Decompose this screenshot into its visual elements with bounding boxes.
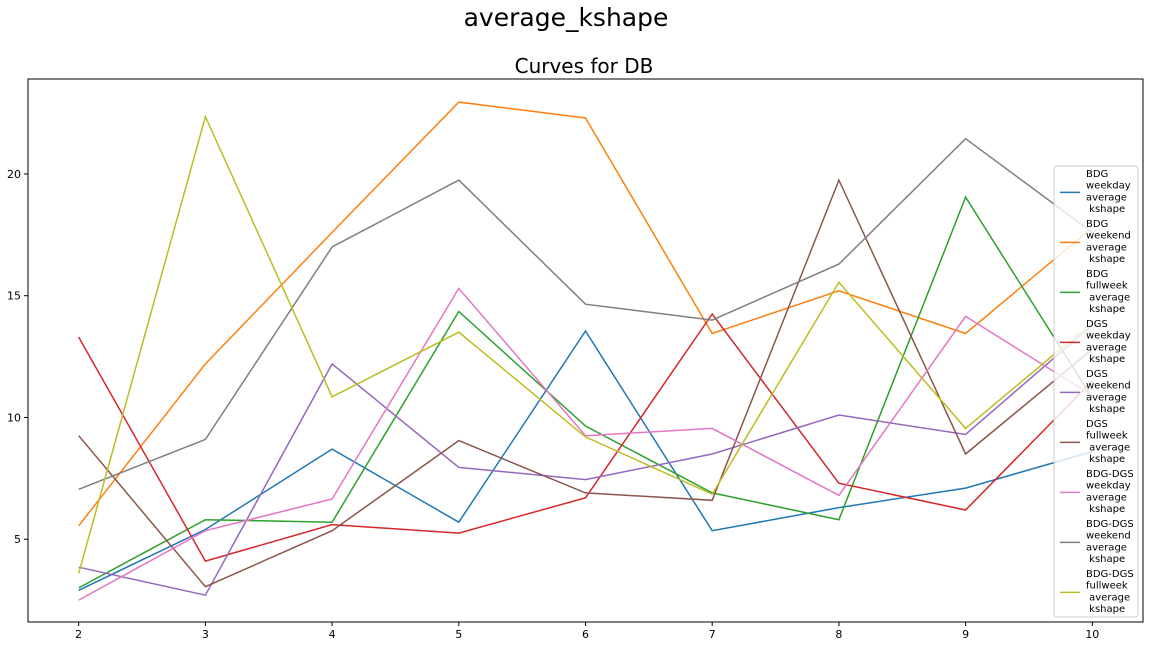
plot-frame	[27, 78, 1144, 623]
series-line-5	[78, 324, 1093, 597]
legend-label: BDG weekday average kshape	[1086, 169, 1131, 215]
legend-label: BDG-DGS fullweek average kshape	[1086, 569, 1134, 615]
legend-label: BDG-DGS weekday average kshape	[1086, 469, 1134, 515]
x-tick-label: 7	[709, 628, 716, 641]
x-tick-label: 6	[582, 628, 589, 641]
x-tick-label: 4	[329, 628, 336, 641]
y-tick-label: 10	[7, 411, 21, 424]
series-line-9	[77, 114, 1093, 574]
x-tick-label: 8	[835, 628, 842, 641]
legend-label: DGS weekend average kshape	[1086, 369, 1131, 415]
chart-suptitle: average_kshape	[464, 3, 669, 32]
x-tick-label: 3	[202, 628, 209, 641]
chart-title: Curves for DB	[515, 54, 654, 78]
series-line-2	[78, 101, 1093, 527]
series-line-4	[78, 312, 1093, 562]
legend-label: DGS fullweek average kshape	[1086, 419, 1130, 465]
y-tick-label: 15	[7, 290, 21, 303]
x-tick-label: 10	[1085, 628, 1099, 641]
x-tick-label: 9	[962, 628, 969, 641]
series-line-3	[78, 195, 1093, 589]
x-tick-label: 2	[75, 628, 82, 641]
y-tick-label: 20	[7, 168, 21, 181]
y-tick-label: 5	[14, 533, 21, 546]
legend-box	[1053, 165, 1139, 618]
x-tick-label: 5	[455, 628, 462, 641]
legend-label: BDG fullweek average kshape	[1086, 269, 1130, 315]
series-line-7	[78, 287, 1093, 601]
legend-label: BDG-DGS weekend average kshape	[1086, 519, 1134, 565]
legend-label: DGS weekday average kshape	[1086, 319, 1131, 365]
series-line-6	[78, 178, 1093, 588]
x-axis: 2 3 4 5 6 7 8 9 10	[75, 622, 1099, 641]
series-layer	[77, 101, 1093, 601]
y-axis: 5 10 15 20	[7, 168, 28, 546]
series-line-1	[78, 329, 1093, 591]
series-line-8	[78, 137, 1093, 490]
legend-label: BDG weekend average kshape	[1086, 219, 1131, 265]
